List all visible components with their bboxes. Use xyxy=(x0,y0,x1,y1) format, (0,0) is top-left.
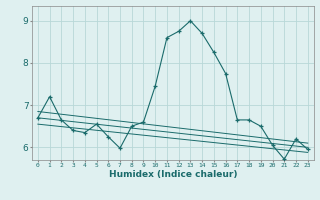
X-axis label: Humidex (Indice chaleur): Humidex (Indice chaleur) xyxy=(108,170,237,179)
